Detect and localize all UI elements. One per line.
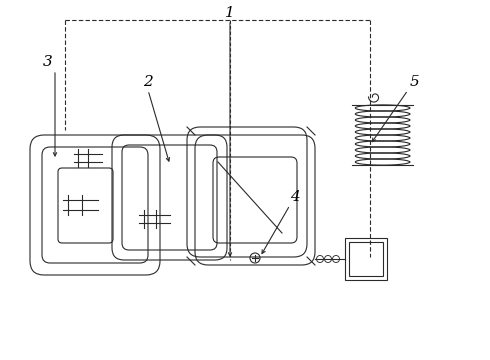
Text: 3: 3 — [43, 55, 53, 69]
Bar — [349, 242, 383, 276]
Text: 2: 2 — [143, 75, 153, 89]
Text: 5: 5 — [410, 75, 420, 89]
Bar — [345, 238, 387, 280]
Text: 4: 4 — [290, 190, 300, 204]
Text: 1: 1 — [225, 6, 235, 20]
